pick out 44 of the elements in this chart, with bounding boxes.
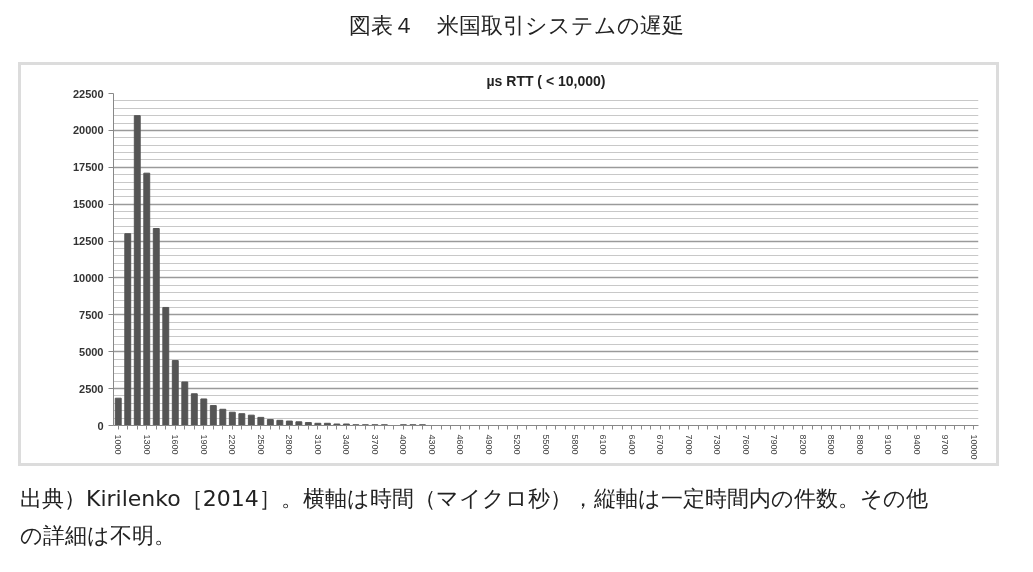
x-tick-label: 9700	[940, 434, 951, 455]
x-tick-label: 7300	[712, 434, 723, 455]
x-tick-label: 6700	[655, 434, 666, 455]
y-tick-label: 0	[97, 419, 104, 432]
x-tick-label: 7600	[740, 434, 751, 455]
y-tick-label: 17500	[72, 161, 104, 174]
source-note: 出典）Kirilenko［2014］。横軸は時間（マイクロ秒），縦軸は一定時間内の件数。その他の詳細は不明。	[20, 485, 929, 550]
x-tick-label: 1600	[170, 434, 181, 455]
x-tick-label: 4600	[455, 434, 466, 455]
x-tick-label: 6400	[626, 434, 637, 455]
x-tick-label: 2200	[227, 434, 238, 455]
x-tick-label: 9400	[911, 434, 922, 455]
y-tick-label: 2500	[79, 382, 104, 395]
y-tick-label: 15000	[72, 198, 104, 211]
x-tick-label: 3700	[369, 434, 380, 455]
x-tick-label: 1900	[198, 434, 209, 455]
x-tick-label: 8500	[826, 434, 837, 455]
x-tick-label: 9100	[883, 434, 894, 455]
chart-title: 図表４ 米国取引システムの遅延	[349, 12, 684, 40]
x-tick-label: 2500	[255, 434, 266, 455]
x-tick-label: 1000	[113, 434, 124, 455]
x-tick-label: 7900	[769, 434, 780, 455]
y-tick-label: 20000	[72, 124, 104, 137]
y-tick-label: 12500	[72, 235, 104, 248]
y-tick-label: 7500	[79, 308, 104, 321]
y-tick-label: 5000	[79, 345, 104, 358]
x-tick-label: 4300	[426, 434, 437, 455]
x-tick-label: 5200	[512, 434, 523, 455]
x-tick-label: 4000	[398, 434, 409, 455]
x-tick-label: 5500	[541, 434, 551, 455]
x-tick-label: 6100	[598, 434, 609, 455]
y-tick-label: 10000	[72, 271, 104, 284]
x-tick-label: 8800	[854, 434, 865, 455]
x-tick-label: 5800	[569, 434, 580, 455]
x-tick-label: 4900	[483, 434, 494, 455]
x-tick-label: 3400	[341, 434, 352, 455]
y-tick-label: 22500	[72, 87, 104, 100]
chart-subtitle: µs RTT ( < 10,000)	[486, 72, 606, 89]
x-tick-label: 1300	[141, 434, 152, 455]
x-tick-label: 2800	[284, 434, 295, 455]
x-tick-label: 3100	[312, 434, 323, 455]
x-tick-label: 7000	[683, 434, 694, 455]
x-tick-label: 8200	[797, 434, 808, 455]
x-tick-label: 10000	[968, 434, 979, 460]
